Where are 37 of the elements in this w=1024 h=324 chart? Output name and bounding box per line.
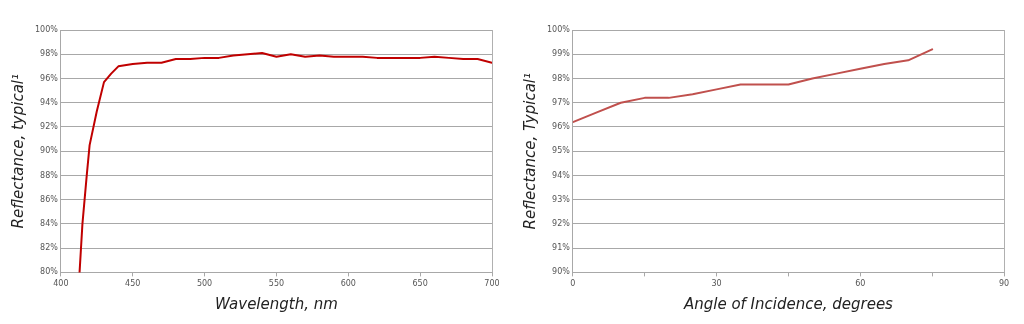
y-tick-label: 100% xyxy=(547,25,571,35)
y-tick-label: 84% xyxy=(40,219,59,228)
x-tick-label: 650 xyxy=(412,279,428,289)
y-tick-label: 92% xyxy=(40,122,59,132)
y-tick-label: 92% xyxy=(552,219,571,228)
x-axis-title: Angle of Incidence, degrees xyxy=(682,294,894,313)
y-tick-label: 96% xyxy=(40,73,59,83)
y-tick-label: 86% xyxy=(40,194,59,204)
y-tick-label: 94% xyxy=(552,170,571,180)
y-tick-label: 80% xyxy=(40,267,59,277)
y-tick-label: 91% xyxy=(552,243,571,253)
y-tick-label: 95% xyxy=(552,146,571,156)
x-tick-label: 500 xyxy=(196,279,213,289)
x-tick-label: 60 xyxy=(855,279,866,289)
y-tick-label: 96% xyxy=(552,122,571,132)
y-tick-label: 90% xyxy=(552,267,571,277)
y-tick-label: 94% xyxy=(40,97,59,107)
x-tick-label: 550 xyxy=(268,279,285,289)
y-tick-label: 98% xyxy=(40,49,59,59)
x-tick-label: 450 xyxy=(125,279,141,289)
y-tick-label: 100% xyxy=(35,25,59,35)
y-tick-label: 98% xyxy=(552,73,571,83)
y-axis-title: Reflectance, typical¹ xyxy=(8,73,27,229)
x-axis-title: Wavelength, nm xyxy=(215,294,338,313)
y-tick-label: 90% xyxy=(40,146,59,156)
x-tick-label: 90 xyxy=(998,279,1010,289)
x-tick-label: 0 xyxy=(570,279,576,289)
y-tick-label: 97% xyxy=(552,97,571,107)
y-tick-label: 93% xyxy=(552,194,571,204)
x-tick-label: 400 xyxy=(53,279,69,289)
x-tick-label: 600 xyxy=(340,279,356,289)
y-axis-title: Reflectance, Typical¹ xyxy=(520,72,539,230)
y-tick-label: 82% xyxy=(40,243,59,253)
y-tick-label: 88% xyxy=(40,170,59,180)
x-tick-label: 700 xyxy=(484,279,500,289)
y-tick-label: 99% xyxy=(552,49,571,59)
x-tick-label: 30 xyxy=(711,279,722,289)
